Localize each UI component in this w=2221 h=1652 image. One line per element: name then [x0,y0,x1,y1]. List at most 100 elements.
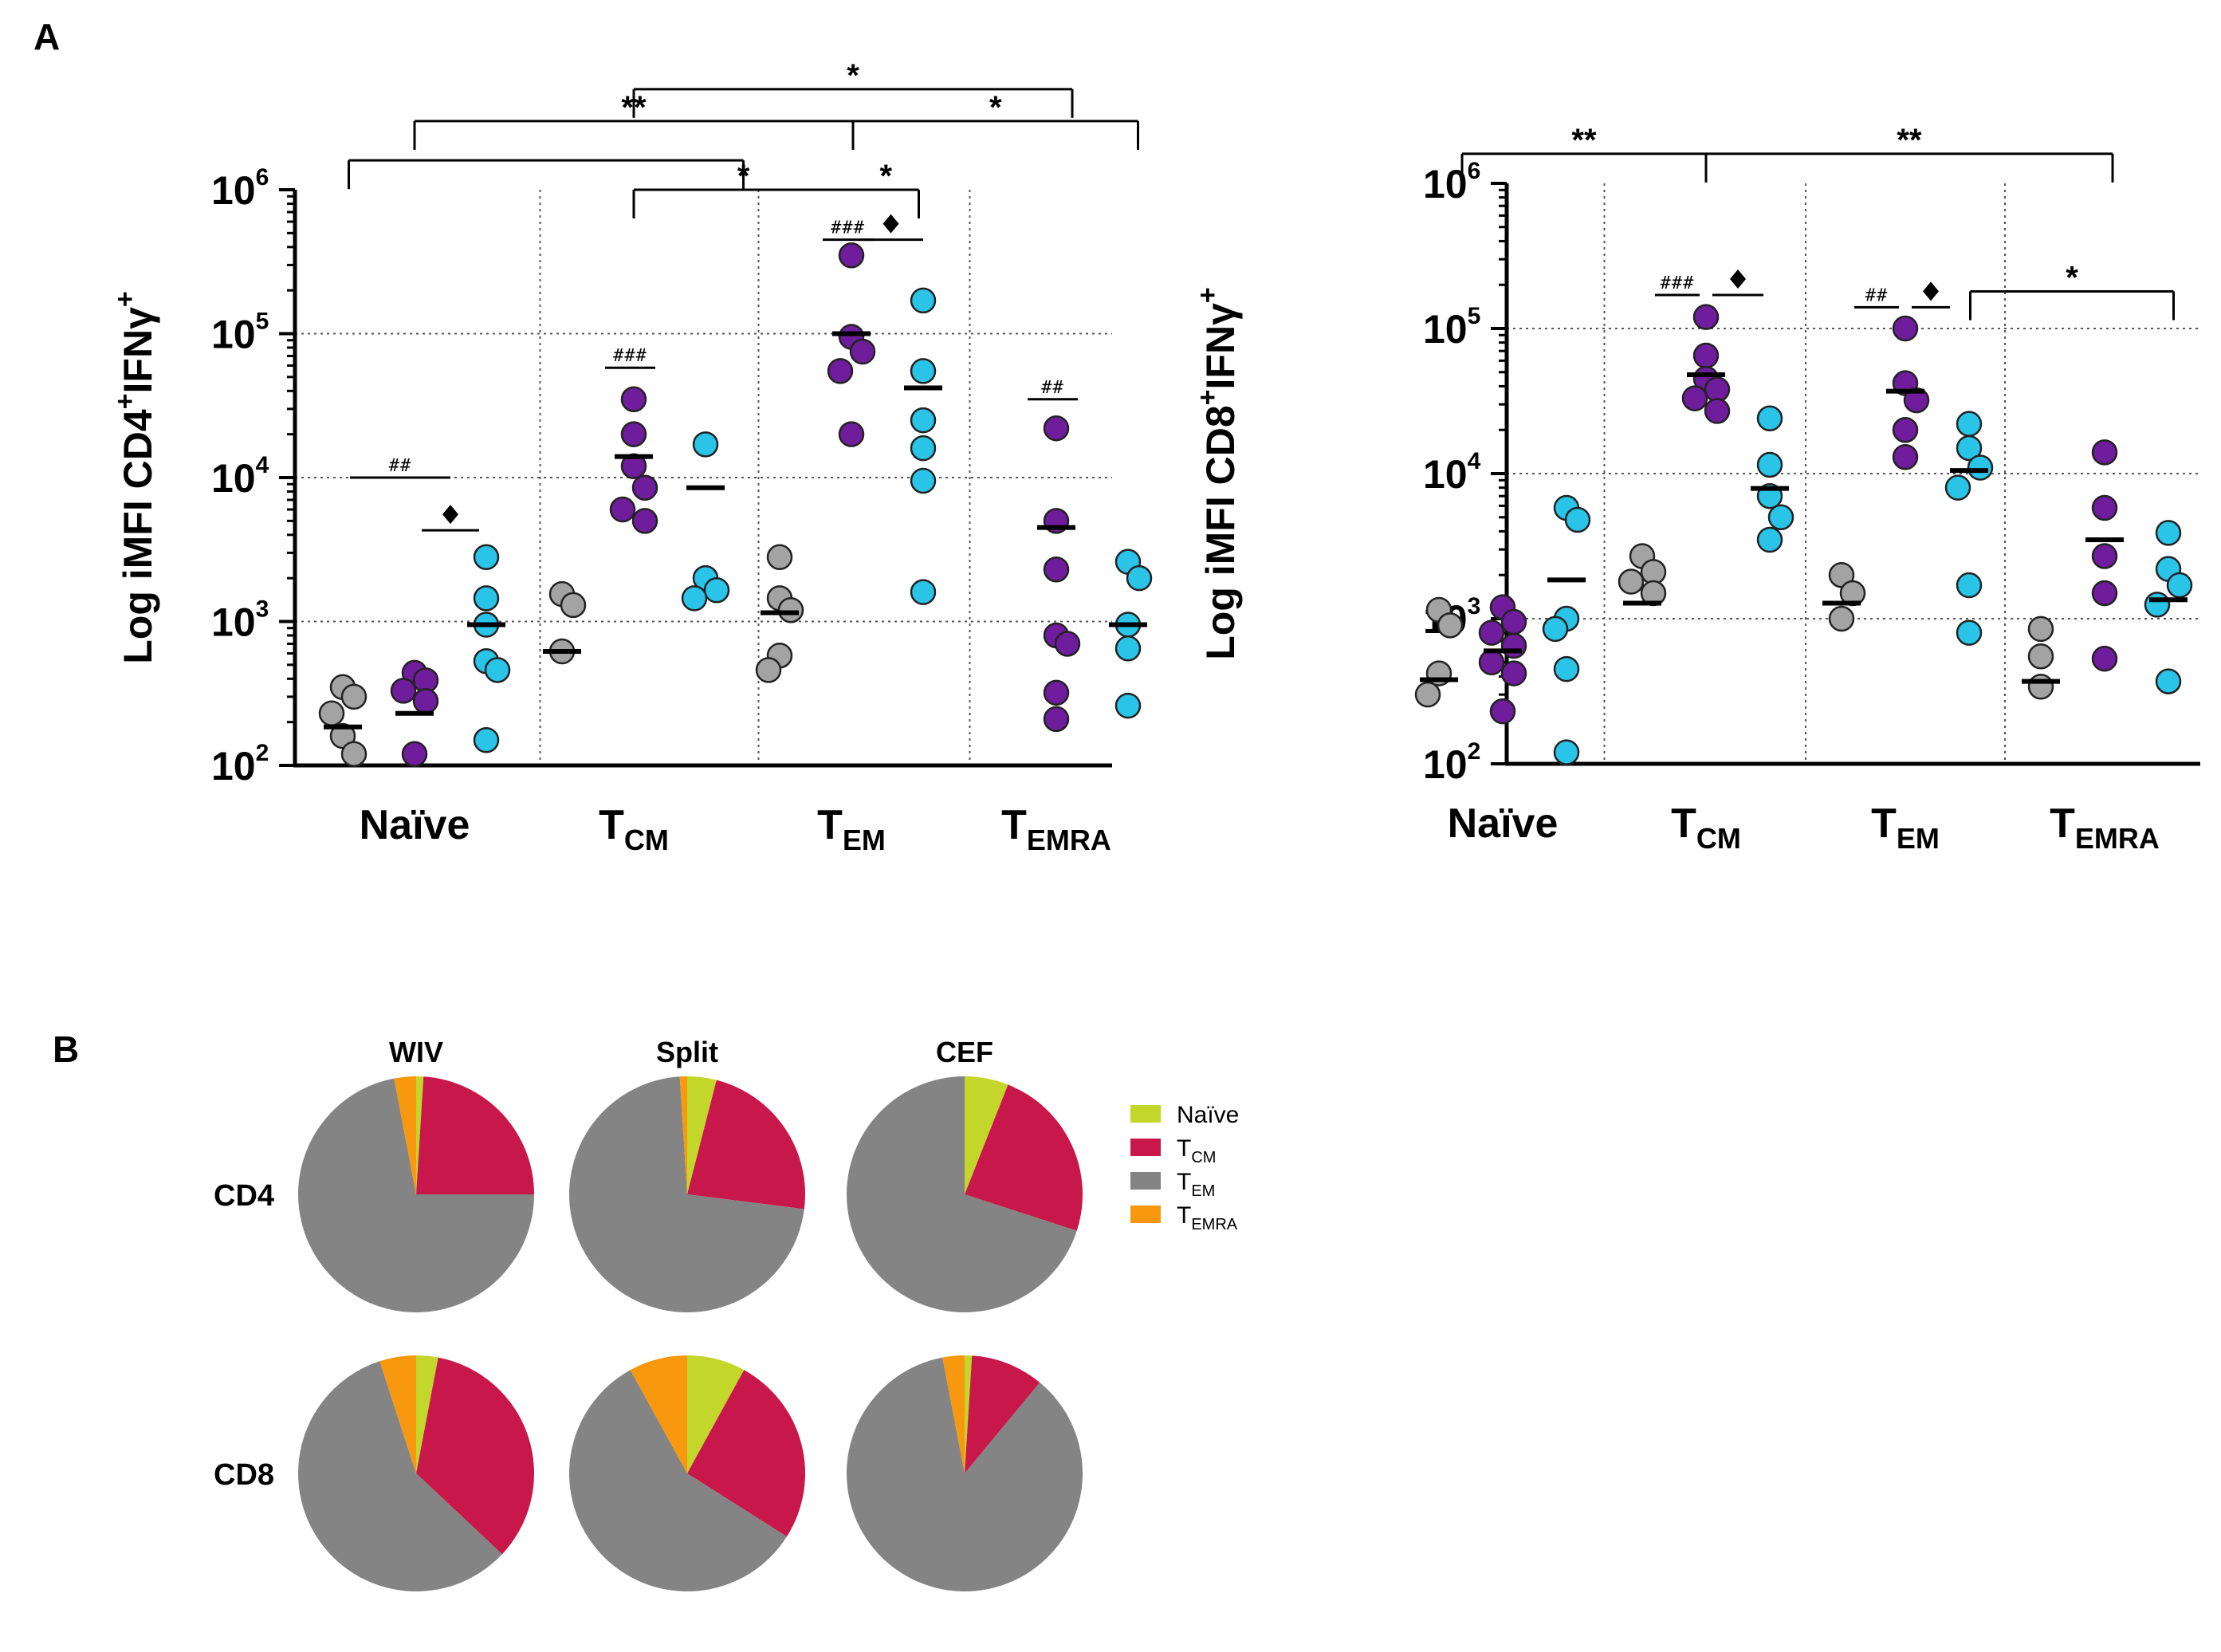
data-point [631,508,658,534]
x-category-label: Naïve [360,802,470,848]
data-point [1692,342,1720,369]
y-axis-label-mid: IFNγ [116,307,160,394]
data-point [2027,643,2054,670]
data-point [473,544,500,571]
y-tick-exponent: 4 [1468,448,1481,474]
y-tick-base: 10 [211,313,256,357]
y-axis-label: Log iMFI CD8+IFNγ+ [1193,287,1243,660]
data-point [473,585,500,612]
data-point [1054,631,1081,657]
y-tick-exponent: 4 [256,452,269,478]
data-point [1944,474,1971,501]
data-point [1564,506,1591,533]
pie-slice [965,1084,1083,1231]
data-point [2091,580,2118,607]
data-point [560,592,587,619]
pie-slice [687,1370,806,1537]
hash-significance-label: ## [1041,378,1064,398]
y-axis-label-sup: + [1193,389,1223,405]
data-point [755,657,782,683]
x-category-subscript: EMRA [2075,822,2160,855]
data-point [2155,668,2182,694]
pie-row-label: CD8 [214,1458,274,1492]
data-point [910,579,937,605]
data-point [412,688,439,714]
pie-slice [379,1355,416,1473]
panel-b-label: B [53,1029,79,1070]
data-point [910,407,937,434]
significance-label: * [989,90,1002,125]
data-point [777,596,804,623]
y-tick-label: 106 [211,164,269,213]
x-category-main: T [1871,800,1897,847]
pie-slice [687,1355,745,1473]
data-point [1903,387,1930,414]
pie-slice [298,1361,502,1591]
pie-slice [416,1357,535,1555]
pie-slice [687,1080,805,1210]
y-tick-label: 102 [1423,738,1480,787]
diamond-marker [883,214,899,234]
pie-slice [416,1076,424,1194]
data-point [620,386,647,413]
data-point [1542,616,1569,643]
legend-swatch [1130,1206,1161,1223]
data-point [1956,411,1983,437]
data-point [1553,655,1580,682]
x-category-main: Naïve [360,802,470,848]
y-tick-exponent: 6 [1468,158,1481,184]
pie-slice [569,1370,787,1591]
legend-label-main: Naïve [1177,1102,1239,1128]
x-category-subscript: CM [624,824,669,856]
x-category-subscript: EM [1897,822,1940,855]
data-point [2027,616,2054,643]
data-point [1681,385,1708,411]
pie-slice [846,1076,1077,1313]
y-axis-label-main: Log iMFI CD8 [1198,405,1243,659]
y-axis-label-main: Log iMFI CD4 [116,409,160,664]
y-tick-exponent: 6 [256,164,269,191]
data-point [2091,494,2118,521]
data-point [2166,572,2193,599]
diamond-marker [1730,269,1746,289]
x-category-main: T [1001,802,1027,848]
data-point [318,700,345,726]
hash-significance-label: ### [831,218,865,238]
data-point [1126,564,1153,592]
data-point [1043,556,1070,583]
y-axis-label-mid: IFNγ [1198,303,1243,390]
y-tick-label: 102 [211,740,269,789]
pie-slice [687,1076,717,1194]
data-point [827,358,854,384]
legend-label-subscript: EM [1191,1182,1215,1200]
data-point [2091,543,2118,569]
data-point [1489,698,1516,725]
data-point [1414,681,1441,708]
data-point [910,435,937,462]
hash-significance-label: ## [389,456,412,476]
legend-label-subscript: CM [1191,1149,1216,1166]
data-point [1756,451,1783,478]
pie-column-title: Split [656,1036,718,1068]
legend-swatch [1130,1172,1161,1190]
data-point [1043,415,1070,442]
data-point [910,467,937,494]
x-category-main: T [1671,800,1696,847]
diamond-marker [442,505,458,525]
pie-slice [847,1357,1083,1591]
legend-label-main: T [1177,1135,1191,1162]
data-point [849,338,876,365]
data-point [1956,620,1983,646]
x-category-label: Naïve [1448,800,1559,847]
y-tick-exponent: 2 [1468,738,1481,765]
data-point [1967,454,1994,481]
legend-swatch [1130,1139,1161,1156]
data-point [1114,692,1142,719]
y-tick-exponent: 5 [1468,303,1481,329]
data-point [838,421,865,447]
data-point [1956,435,1983,462]
data-point [1828,605,1855,632]
pie-slice [630,1355,687,1473]
